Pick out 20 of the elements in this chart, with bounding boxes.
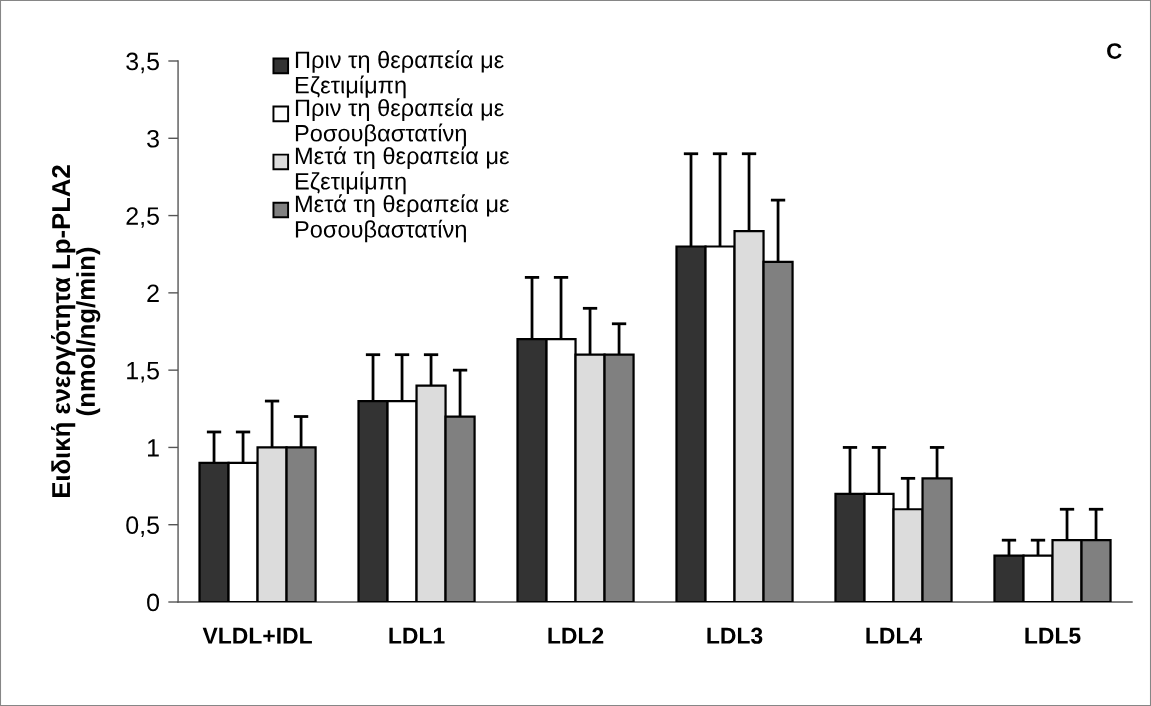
y-axis-title: Ειδική ενεργότητα Lp-PLA2 (nmol/ng/min) xyxy=(51,165,101,498)
y-tick-label: 3 xyxy=(147,129,159,148)
legend-label: Πριν τη θεραπεία με Ροσουβαστατίνη xyxy=(295,98,504,147)
x-tick-label: LDL3 xyxy=(707,627,763,644)
x-tick-label: VLDL+IDL xyxy=(202,627,312,644)
legend-label: Μετά τη θεραπεία με Εζετιμίμπη xyxy=(295,146,510,195)
text: C xyxy=(1107,43,1122,59)
y-tick-label: 2 xyxy=(147,284,159,302)
x-tick-label: LDL4 xyxy=(866,627,923,644)
y-tick-label: 2,5 xyxy=(126,207,159,228)
legend-label: Πριν τη θεραπεία με Εζετιμίμπη xyxy=(295,50,504,99)
legend-label: Μετά τη θεραπεία με Ροσουβαστατίνη xyxy=(295,194,510,243)
y-tick-label: 3,5 xyxy=(126,52,159,74)
x-tick-label: LDL1 xyxy=(389,627,445,644)
x-tick-label: LDL2 xyxy=(548,627,604,644)
x-tick-label: LDL5 xyxy=(1025,627,1081,644)
y-tick-label: 0,5 xyxy=(126,516,159,537)
y-tick-label: 1 xyxy=(148,439,159,457)
y-tick-label: 1,5 xyxy=(127,362,159,383)
y-tick-label: 0 xyxy=(147,593,160,612)
